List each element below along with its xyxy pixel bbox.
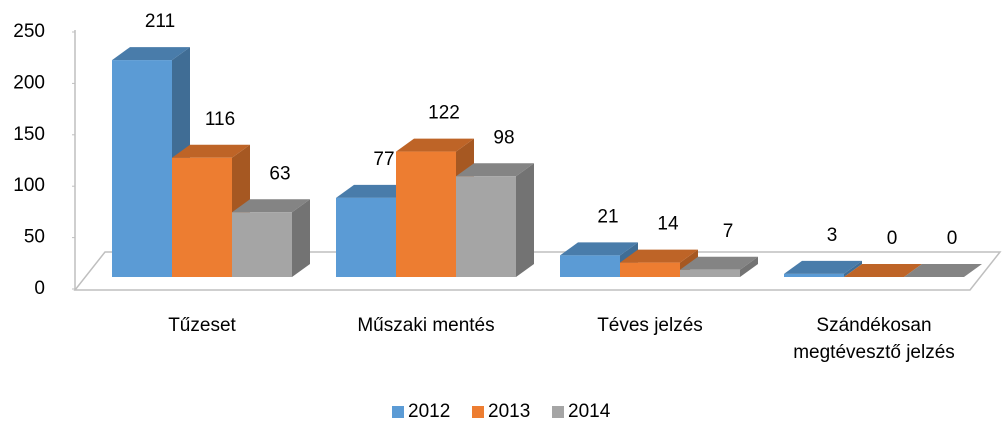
bar-front [620, 262, 680, 277]
data-label: 116 [205, 109, 235, 130]
bar-top [844, 264, 922, 277]
bar-top [112, 47, 190, 61]
data-label: 0 [887, 228, 898, 249]
y-tick-label: 50 [24, 227, 45, 248]
bar-top [336, 184, 414, 198]
bar-front [456, 176, 516, 277]
data-label: 211 [145, 11, 175, 32]
x-tick-label: Téves jelzés [597, 315, 703, 336]
y-tick-label: 200 [13, 72, 45, 93]
y-tick-label: 0 [34, 278, 45, 299]
bar-front [680, 269, 740, 277]
bar-front [232, 212, 292, 277]
data-label: 63 [269, 163, 290, 184]
bar-front [560, 255, 620, 277]
bar-front [172, 157, 232, 277]
data-label: 77 [373, 149, 394, 170]
legend-swatch [392, 406, 404, 418]
bar [904, 264, 982, 277]
bar [112, 47, 190, 278]
bar [844, 264, 922, 277]
x-tick-label: Műszaki mentés [357, 315, 495, 336]
bar [680, 256, 758, 277]
bar-top [784, 260, 862, 274]
bar-top [172, 144, 250, 158]
bar-top [396, 138, 474, 152]
bar-top [620, 249, 698, 263]
bar-side [740, 256, 758, 277]
bar-top [456, 163, 534, 177]
data-label: 122 [428, 103, 460, 124]
bar-side [292, 199, 310, 277]
data-label: 21 [597, 206, 618, 227]
bar-side [844, 260, 862, 277]
bar-top [560, 242, 638, 256]
bar-top [232, 199, 310, 213]
data-label: 14 [657, 214, 679, 235]
bar-front [396, 151, 456, 277]
bar-side [516, 163, 534, 277]
legend-swatch [552, 406, 564, 418]
bar-top [904, 264, 982, 277]
data-label: 7 [723, 221, 734, 242]
bar [456, 163, 534, 277]
data-label: 98 [493, 127, 514, 148]
bar-front [784, 273, 844, 277]
y-tick-label: 150 [13, 124, 45, 145]
legend-label: 2013 [488, 401, 530, 422]
bar-front [336, 197, 396, 277]
data-label: 3 [827, 225, 838, 246]
legend-label: 2014 [568, 401, 611, 422]
legend-label: 2012 [408, 401, 450, 422]
legend-swatch [472, 406, 484, 418]
x-tick-label: Tűzeset [168, 315, 236, 336]
bar-top [680, 256, 758, 270]
bar-front [112, 60, 172, 278]
y-tick-label: 250 [13, 21, 45, 42]
x-tick-label: Szándékosan megtévesztő jelzés [793, 315, 955, 363]
data-label: 0 [947, 228, 958, 249]
y-tick-label: 100 [13, 175, 45, 196]
bar [784, 260, 862, 277]
bar [232, 199, 310, 277]
